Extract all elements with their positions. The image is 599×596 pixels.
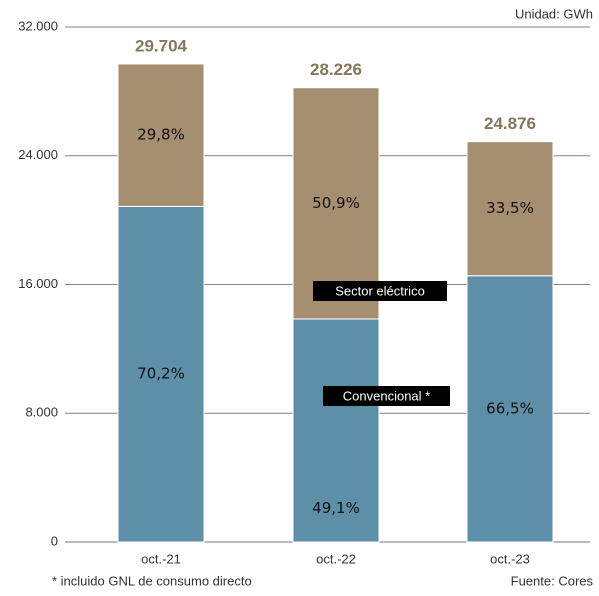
total-label: 24.876 — [484, 114, 536, 133]
bar-segment — [117, 63, 205, 207]
value-label: 50,9% — [312, 194, 360, 212]
y-tick-label: 8.000 — [25, 405, 58, 420]
legend-box — [323, 386, 450, 406]
bar-segment — [292, 87, 380, 320]
unit-label: Unidad: GWh — [515, 6, 593, 21]
bar-segment — [466, 141, 554, 277]
bar-segment — [117, 205, 205, 543]
value-label: 33,5% — [486, 199, 534, 217]
source: Fuente: Cores — [511, 573, 594, 588]
legend-label: Convencional * — [343, 388, 430, 403]
y-tick-label: 16.000 — [18, 276, 58, 291]
total-label: 28.226 — [310, 60, 362, 79]
legend-box — [313, 281, 447, 301]
value-label: 66,5% — [486, 399, 534, 417]
legend-label: Sector eléctrico — [335, 283, 425, 298]
total-label: 29.704 — [135, 36, 188, 55]
value-label: 49,1% — [312, 499, 360, 517]
y-tick-label: 32.000 — [18, 18, 58, 33]
value-label: 70,2% — [137, 365, 185, 383]
x-tick-label: oct.-23 — [490, 551, 530, 566]
y-tick-label: 24.000 — [18, 147, 58, 162]
y-tick-label: 0 — [51, 533, 58, 548]
footnote: * incluido GNL de consumo directo — [52, 573, 252, 588]
x-tick-label: oct.-21 — [141, 551, 181, 566]
x-tick-label: oct.-22 — [316, 551, 356, 566]
value-label: 29,8% — [137, 126, 185, 144]
